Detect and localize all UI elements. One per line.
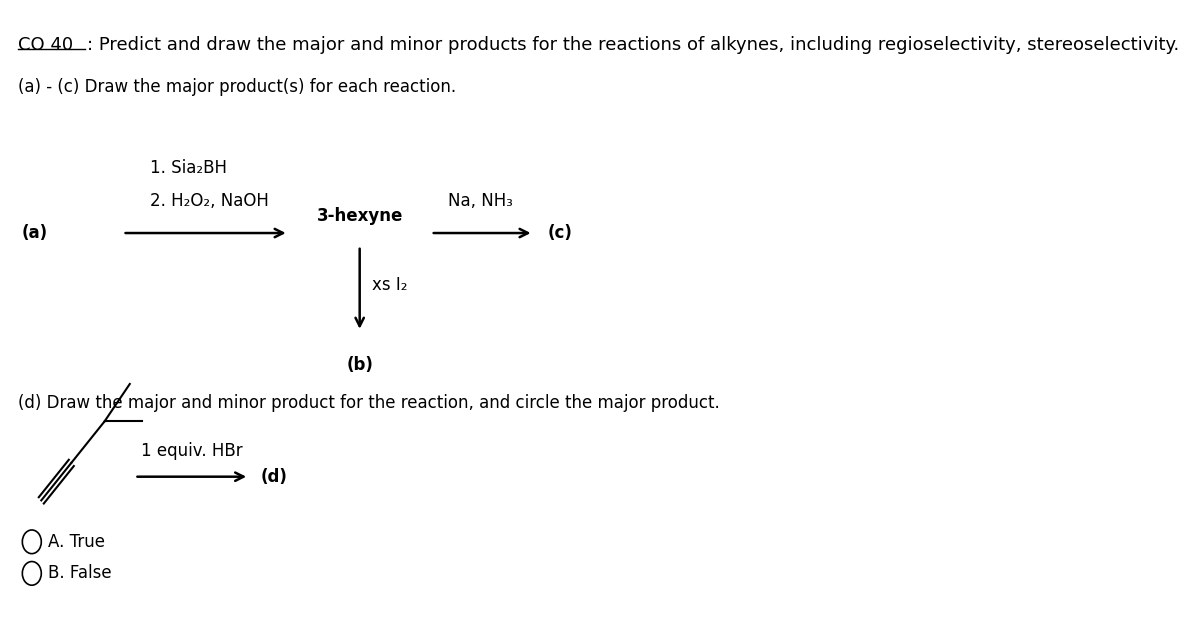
Text: B. False: B. False (48, 565, 112, 582)
Text: (d): (d) (260, 468, 288, 486)
Text: CO 40: CO 40 (18, 36, 73, 54)
Text: : Predict and draw the major and minor products for the reactions of alkynes, in: : Predict and draw the major and minor p… (88, 36, 1180, 54)
Text: (c): (c) (547, 224, 572, 242)
Text: xs I₂: xs I₂ (372, 276, 407, 294)
Text: 1 equiv. HBr: 1 equiv. HBr (140, 442, 242, 460)
Text: (a) - (c) Draw the major product(s) for each reaction.: (a) - (c) Draw the major product(s) for … (18, 78, 456, 96)
Text: 1. Sia₂BH: 1. Sia₂BH (150, 159, 227, 177)
Text: (d) Draw the major and minor product for the reaction, and circle the major prod: (d) Draw the major and minor product for… (18, 394, 720, 412)
Text: 3-hexyne: 3-hexyne (317, 207, 403, 225)
Text: (a): (a) (22, 224, 48, 242)
Text: 2. H₂O₂, NaOH: 2. H₂O₂, NaOH (150, 193, 269, 210)
Text: (b): (b) (347, 357, 373, 375)
Text: A. True: A. True (48, 533, 104, 551)
Text: Na, NH₃: Na, NH₃ (448, 193, 514, 210)
